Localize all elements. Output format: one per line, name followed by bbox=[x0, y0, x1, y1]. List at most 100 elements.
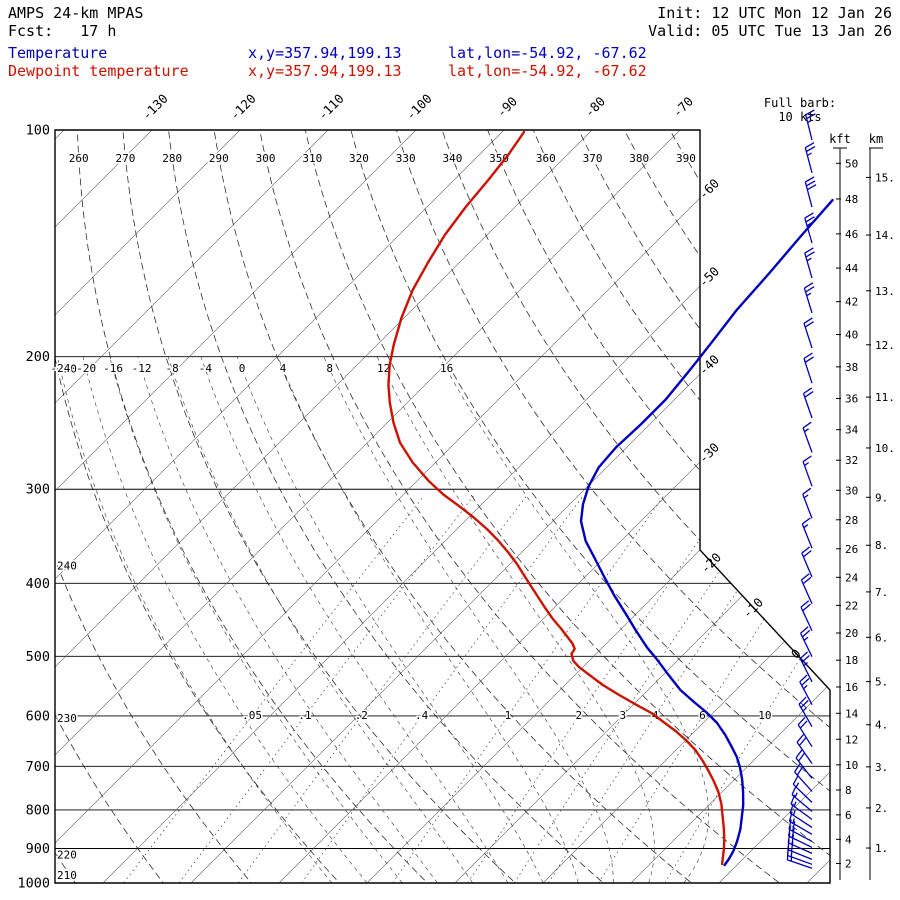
pressure-tick-label: 100 bbox=[26, 123, 50, 139]
moist-adiabat-line bbox=[200, 356, 509, 883]
mixing-ratio-label: 2 bbox=[576, 709, 583, 722]
moist-adiabat-line bbox=[109, 356, 403, 883]
theta-top-label: 310 bbox=[302, 152, 322, 165]
moist-adiabat-label: 16 bbox=[440, 362, 453, 375]
pressure-tick-label: 700 bbox=[26, 759, 50, 775]
km-tick-label: 7. bbox=[875, 586, 888, 599]
theta-top-label: 340 bbox=[442, 152, 462, 165]
km-tick-label: 3. bbox=[875, 761, 888, 774]
barb-note-line1: Full barb: bbox=[763, 96, 837, 110]
theta-left-label: 240 bbox=[57, 560, 77, 573]
wind-barb bbox=[795, 749, 813, 779]
theta-left-label: 230 bbox=[57, 712, 77, 725]
wind-barb bbox=[802, 487, 813, 519]
wind-barb bbox=[796, 734, 813, 764]
moist-adiabat-line bbox=[376, 356, 655, 883]
mixing-ratio-label: .2 bbox=[355, 709, 368, 722]
moist-adiabat-label: -12 bbox=[132, 362, 152, 375]
isotherm-line bbox=[55, 130, 153, 883]
theta-left-label: 210 bbox=[57, 869, 77, 882]
temperature-latlon-readout: lat,lon=-54.92, -67.62 bbox=[448, 44, 647, 62]
theta-top-label: 320 bbox=[349, 152, 369, 165]
mixing-ratio-line bbox=[513, 495, 771, 883]
isotherm-line bbox=[895, 130, 900, 883]
moist-adiabat-line bbox=[57, 356, 333, 883]
km-tick-label: 10. bbox=[875, 442, 895, 455]
theta-left-label: 220 bbox=[57, 849, 77, 862]
wind-barb bbox=[797, 716, 813, 748]
temperature-legend-label: Temperature bbox=[8, 44, 108, 62]
pressure-tick-label: 600 bbox=[26, 708, 50, 724]
kft-axis-title: kft bbox=[829, 132, 851, 146]
wind-barb bbox=[802, 421, 813, 453]
kft-tick-label: 10 bbox=[845, 759, 858, 772]
mixing-ratio-line bbox=[664, 495, 830, 883]
mixing-ratio-line bbox=[238, 495, 527, 883]
wind-barb bbox=[799, 674, 813, 706]
moist-adiabat-line bbox=[82, 356, 368, 883]
moist-adiabat-line bbox=[323, 356, 614, 883]
dry-adiabat-line bbox=[668, 130, 830, 883]
isotherm-line bbox=[630, 130, 830, 883]
kft-tick-label: 38 bbox=[845, 361, 858, 374]
kft-tick-label: 36 bbox=[845, 393, 858, 406]
theta-top-label: 260 bbox=[69, 152, 89, 165]
moist-adiabat-line bbox=[167, 356, 473, 883]
kft-tick-label: 42 bbox=[845, 296, 858, 309]
mixing-ratio-label: 1 bbox=[505, 709, 512, 722]
kft-tick-label: 46 bbox=[845, 228, 858, 241]
moist-adiabat-label: 0 bbox=[239, 362, 246, 375]
isotherm-line bbox=[366, 130, 830, 883]
temperature-curve bbox=[579, 198, 834, 867]
dry-adiabat-line bbox=[55, 130, 85, 883]
wind-barb bbox=[799, 651, 813, 683]
kft-tick-label: 24 bbox=[845, 571, 859, 584]
dewpoint-legend-label: Dewpoint temperature bbox=[8, 62, 189, 80]
wind-barb bbox=[804, 212, 816, 244]
mixing-ratio-line bbox=[548, 495, 801, 883]
kft-tick-label: 40 bbox=[845, 329, 858, 342]
wind-barb bbox=[802, 455, 813, 487]
temperature-xy-readout: x,y=357.94,199.13 bbox=[248, 44, 402, 62]
wind-barb bbox=[794, 763, 813, 792]
isotherm-top-label: -100 bbox=[403, 91, 435, 123]
wind-barb bbox=[786, 849, 813, 869]
dry-adiabat-line bbox=[622, 130, 830, 883]
theta-top-label: 330 bbox=[396, 152, 416, 165]
moist-adiabat-line bbox=[236, 356, 544, 883]
kft-tick-label: 16 bbox=[845, 681, 858, 694]
isotherm-top-label: -130 bbox=[139, 91, 171, 123]
theta-top-label: 280 bbox=[162, 152, 182, 165]
moist-adiabat-label: -4 bbox=[199, 362, 213, 375]
kft-tick-label: 12 bbox=[845, 733, 858, 746]
dewpoint-curve bbox=[387, 130, 726, 866]
wind-barb bbox=[801, 546, 813, 578]
plot-area-lines bbox=[55, 130, 900, 883]
wind-barb bbox=[804, 247, 815, 279]
km-tick-label: 6. bbox=[875, 631, 888, 644]
moist-adiabat-label: -16 bbox=[103, 362, 123, 375]
wind-barb bbox=[804, 142, 816, 173]
wind-barb bbox=[803, 352, 814, 384]
theta-top-label: 360 bbox=[536, 152, 556, 165]
isotherm-top-label: -80 bbox=[582, 94, 609, 121]
dry-adiabat-line bbox=[349, 130, 830, 883]
pressure-tick-label: 300 bbox=[26, 482, 50, 498]
wind-barb bbox=[805, 109, 816, 141]
isotherm-line bbox=[55, 130, 417, 883]
dry-adiabat-line bbox=[122, 130, 530, 883]
mixing-ratio-label: .4 bbox=[415, 709, 429, 722]
kft-tick-label: 6 bbox=[845, 809, 852, 822]
km-tick-label: 4. bbox=[875, 719, 888, 732]
kft-tick-label: 34 bbox=[845, 424, 859, 437]
km-tick-label: 2. bbox=[875, 802, 888, 815]
isotherm-top-label: -90 bbox=[494, 94, 521, 121]
dry-adiabat-line bbox=[304, 130, 830, 883]
kft-tick-label: 44 bbox=[845, 262, 859, 275]
moist-adiabat-line bbox=[137, 356, 438, 883]
mixing-ratio-line bbox=[123, 495, 425, 883]
plot-border bbox=[54, 129, 831, 884]
kft-tick-label: 32 bbox=[845, 454, 858, 467]
wind-barb bbox=[798, 696, 813, 728]
